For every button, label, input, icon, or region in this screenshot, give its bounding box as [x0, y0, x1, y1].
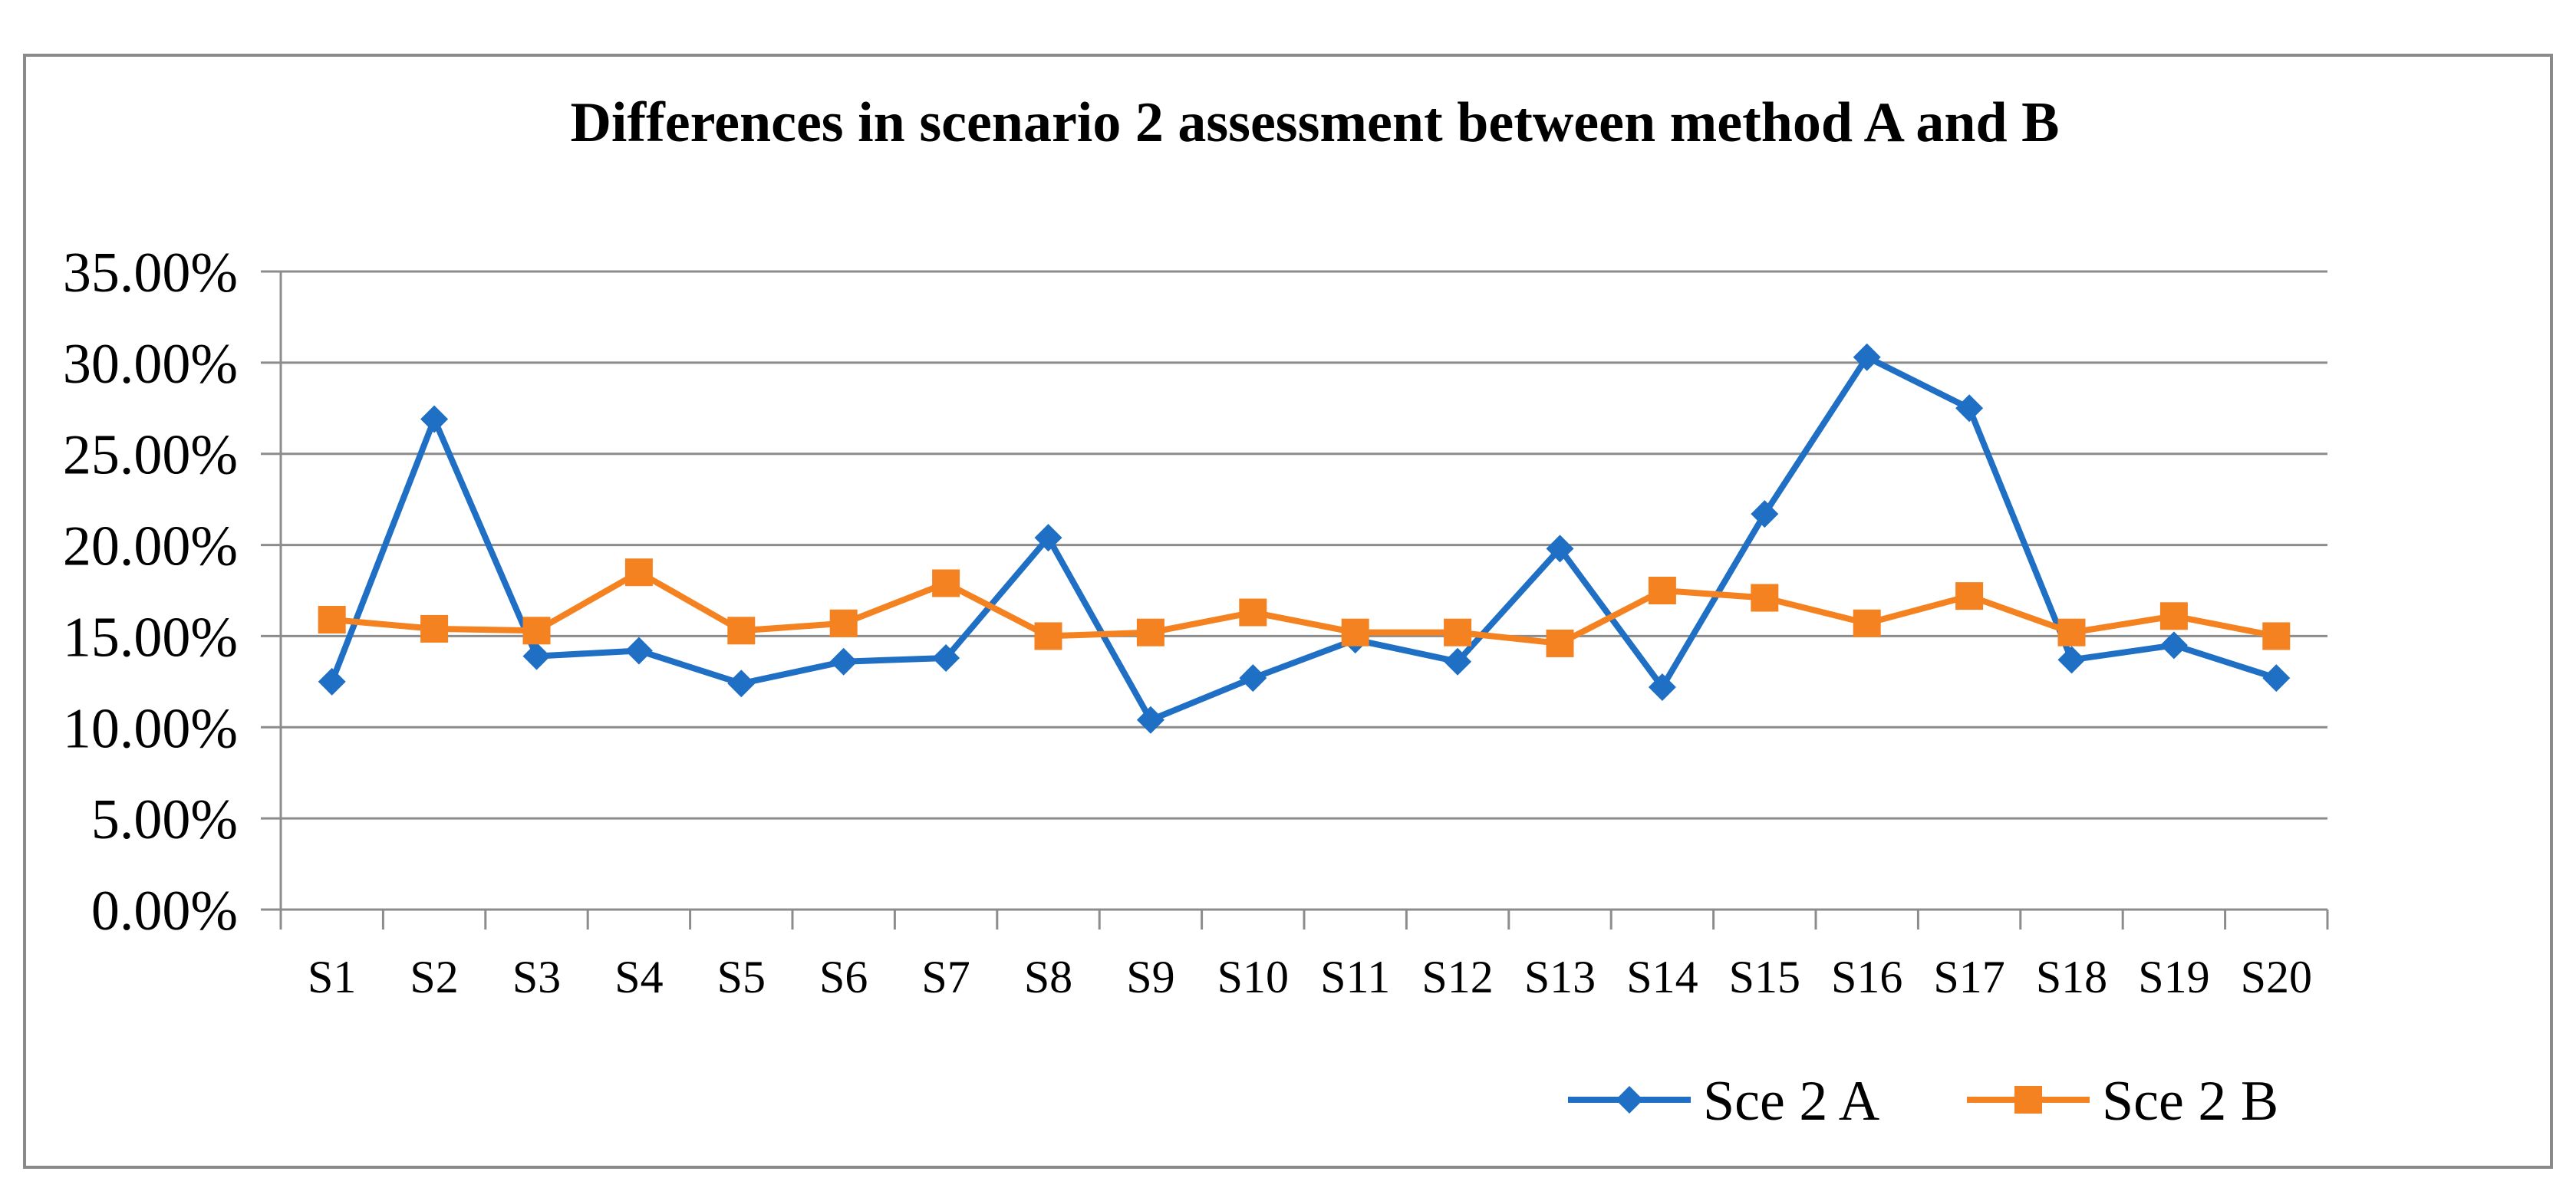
data-point	[1853, 609, 1881, 637]
data-point	[1034, 524, 1062, 552]
data-point	[2057, 618, 2086, 647]
legend-label: Sce 2 B	[2102, 1070, 2278, 1133]
x-tick-label: S7	[921, 952, 970, 1002]
data-point	[1341, 618, 1369, 647]
x-tick-label: S11	[1320, 952, 1390, 1002]
x-tick-label: S5	[717, 952, 766, 1002]
data-point	[1546, 535, 1574, 563]
data-point	[318, 606, 346, 634]
data-point	[932, 569, 960, 597]
data-point	[829, 609, 858, 637]
data-point	[1955, 394, 1984, 423]
data-point	[624, 637, 653, 665]
data-point	[420, 614, 449, 643]
legend-marker	[2014, 1086, 2042, 1114]
data-point	[1751, 500, 1779, 528]
series-line	[331, 569, 2278, 647]
x-tick-label: S8	[1024, 952, 1072, 1002]
y-tick-label: 25.00%	[63, 424, 238, 487]
data-point	[829, 647, 858, 676]
x-tick-label: S13	[1524, 952, 1596, 1002]
data-point	[1136, 706, 1164, 734]
x-tick-label: S1	[308, 952, 356, 1002]
x-tick-label: S18	[2036, 952, 2107, 1002]
data-point	[727, 670, 756, 698]
series-sce-2-b	[318, 558, 2291, 657]
data-point	[1444, 647, 1472, 676]
y-tick-label: 10.00%	[63, 697, 238, 760]
x-tick-label: S3	[512, 952, 561, 1002]
legend-item-sce-2-a[interactable]: Sce 2 A	[1568, 1070, 1879, 1133]
legend[interactable]: Sce 2 A Sce 2 B	[1568, 1070, 2278, 1133]
x-tick-label: S4	[614, 952, 663, 1002]
grid-lines	[261, 270, 2327, 911]
x-tick-label: S15	[1729, 952, 1800, 1002]
data-point	[1648, 673, 1676, 701]
data-point	[2159, 631, 2188, 660]
data-point	[420, 405, 449, 433]
data-point	[1648, 577, 1676, 604]
x-axis-tick-labels: S1 S2 S3 S4 S5 S6 S7 S8 S9 S10 S11 S12 S13 S14 S15 S16 S…	[308, 952, 2312, 1002]
x-tick-label: S2	[410, 952, 458, 1002]
legend-item-sce-2-b[interactable]: Sce 2 B	[1967, 1070, 2278, 1133]
data-point	[1136, 618, 1164, 647]
line-chart: Differences in scenario 2 assessment bet…	[63, 91, 2329, 1133]
data-point	[727, 617, 756, 645]
data-point	[2262, 664, 2291, 693]
chart-title: Differences in scenario 2 assessment bet…	[570, 91, 2059, 154]
legend-marker	[1616, 1086, 1643, 1114]
x-tick-label: S6	[819, 952, 868, 1002]
x-tick-label: S10	[1217, 952, 1289, 1002]
legend-label: Sce 2 A	[1703, 1070, 1879, 1133]
x-tick-label: S20	[2241, 952, 2312, 1002]
data-point	[1239, 664, 1267, 693]
data-point	[2057, 646, 2086, 674]
data-point	[1444, 618, 1472, 647]
data-point	[1034, 622, 1062, 650]
data-point	[1955, 582, 1984, 610]
y-tick-label: 5.00%	[91, 788, 238, 851]
data-point	[1239, 598, 1267, 627]
y-tick-label: 15.00%	[63, 606, 238, 669]
y-tick-label: 0.00%	[91, 880, 238, 943]
series-group	[318, 343, 2291, 734]
data-point	[2262, 622, 2291, 650]
data-point	[522, 642, 551, 670]
data-point	[932, 643, 960, 672]
x-tick-label: S14	[1626, 952, 1698, 1002]
series-sce-2-a	[318, 343, 2291, 734]
y-tick-label: 35.00%	[63, 242, 238, 304]
data-point	[1751, 584, 1779, 612]
x-tick-label: S12	[1421, 952, 1493, 1002]
y-tick-label: 20.00%	[63, 515, 238, 578]
y-tick-label: 30.00%	[63, 333, 238, 396]
data-point	[1546, 629, 1574, 657]
x-tick-label: S19	[2138, 952, 2209, 1002]
data-point	[2159, 602, 2188, 630]
data-point	[522, 617, 551, 645]
x-tick-label: S9	[1126, 952, 1174, 1002]
series-line	[328, 354, 2278, 723]
x-tick-label: S16	[1831, 952, 1902, 1002]
data-point	[318, 667, 346, 696]
data-point	[1853, 343, 1881, 371]
axes	[279, 271, 2329, 930]
x-tick-label: S17	[1933, 952, 2004, 1002]
y-axis-tick-labels: 0.00% 5.00% 10.00% 15.00% 20.00% 25.00% 30.00%…	[63, 242, 238, 943]
chart-frame: Differences in scenario 2 assessment bet…	[23, 54, 2553, 1169]
data-point	[624, 558, 653, 587]
